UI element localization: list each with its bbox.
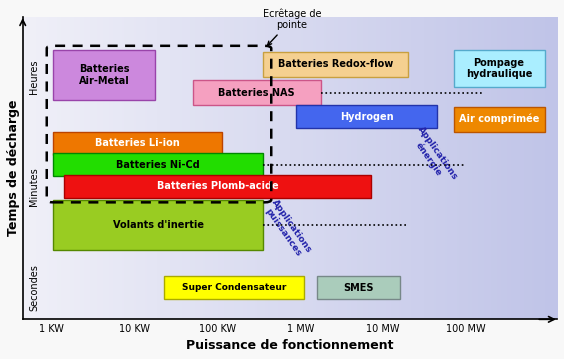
Text: Heures: Heures bbox=[29, 60, 39, 94]
Text: Batteries Ni-Cd: Batteries Ni-Cd bbox=[116, 160, 200, 170]
Bar bbox=[192, 80, 321, 105]
Bar bbox=[54, 50, 155, 100]
Text: Super Condensateur: Super Condensateur bbox=[182, 283, 286, 292]
Text: Secondes: Secondes bbox=[29, 264, 39, 311]
Text: Applications
puissances: Applications puissances bbox=[262, 198, 314, 261]
Text: Ecrêtage de
pointe: Ecrêtage de pointe bbox=[263, 8, 321, 45]
Bar bbox=[164, 276, 305, 299]
Bar bbox=[453, 107, 545, 131]
Bar bbox=[64, 175, 371, 198]
Bar bbox=[54, 153, 263, 176]
Text: Pompage
hydraulique: Pompage hydraulique bbox=[466, 57, 532, 79]
Text: Batteries Plomb-acide: Batteries Plomb-acide bbox=[157, 181, 278, 191]
Bar bbox=[296, 105, 437, 128]
Text: Minutes: Minutes bbox=[29, 167, 39, 206]
X-axis label: Puissance de fonctionnement: Puissance de fonctionnement bbox=[186, 339, 394, 352]
Text: Air comprimée: Air comprimée bbox=[459, 114, 539, 124]
Text: Applications
énergie: Applications énergie bbox=[407, 125, 459, 188]
Text: Hydrogen: Hydrogen bbox=[340, 112, 393, 122]
Bar bbox=[54, 131, 222, 155]
Bar bbox=[453, 50, 545, 87]
Text: Batteries Li-ion: Batteries Li-ion bbox=[95, 138, 180, 148]
Bar bbox=[317, 276, 400, 299]
Text: SMES: SMES bbox=[343, 283, 373, 293]
Text: Volants d'inertie: Volants d'inertie bbox=[113, 220, 204, 230]
Text: Batteries
Air-Metal: Batteries Air-Metal bbox=[79, 64, 130, 86]
Bar bbox=[54, 200, 263, 250]
Text: Batteries Redox-flow: Batteries Redox-flow bbox=[278, 59, 393, 69]
Y-axis label: Temps de décharge: Temps de décharge bbox=[7, 100, 20, 236]
Bar bbox=[263, 52, 408, 77]
Text: Batteries NAS: Batteries NAS bbox=[218, 88, 295, 98]
